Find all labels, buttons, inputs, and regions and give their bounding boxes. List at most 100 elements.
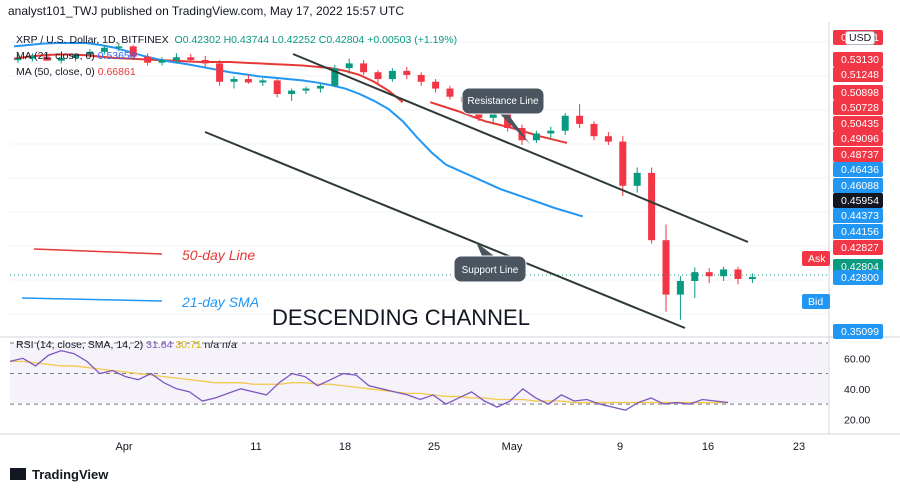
time-tick-label: 16 xyxy=(702,441,714,453)
resistance-line xyxy=(292,53,749,243)
rsi-sma-line xyxy=(10,360,728,404)
candle-body xyxy=(662,240,670,295)
price-label-box xyxy=(833,100,883,115)
support-callout-pointer xyxy=(476,242,494,256)
symbol-label: XRP / U.S. Dollar, 1D, BITFINEX xyxy=(16,34,169,46)
price-label-box xyxy=(833,147,883,162)
price-label-box xyxy=(833,131,883,146)
candle-body xyxy=(576,115,584,124)
time-tick-label: 23 xyxy=(793,441,805,453)
ma50-series-line-tail xyxy=(429,101,568,144)
rsi-value: 31.64 xyxy=(146,339,173,351)
candle-body xyxy=(316,85,324,89)
candle-body xyxy=(201,60,209,64)
candle-body xyxy=(28,55,36,59)
price-label-box xyxy=(833,85,883,100)
ma50-value: 0.66861 xyxy=(97,66,136,78)
price-label-box xyxy=(833,324,883,339)
support-callout-label: Support Line xyxy=(462,265,519,276)
price-tick-label: 0.42827 xyxy=(841,242,879,254)
ma21-value: 0.53656 xyxy=(97,50,136,62)
price-label-box xyxy=(833,224,883,239)
tradingview-logo-icon xyxy=(10,468,26,480)
candle-body xyxy=(302,88,310,91)
candle-body xyxy=(158,60,166,63)
candle-body xyxy=(619,141,627,186)
candle-body xyxy=(360,63,368,73)
price-tick-label: 0.49096 xyxy=(841,133,879,145)
price-tick-label: 0.42800 xyxy=(841,272,879,284)
published-header: analyst101_TWJ published on TradingView.… xyxy=(8,4,404,18)
candle-body xyxy=(57,57,65,61)
price-label-box xyxy=(833,193,883,208)
rsi-na: n/a n/a xyxy=(204,339,237,351)
candle-body xyxy=(288,90,296,94)
candle-body xyxy=(432,81,440,89)
rsi-tick-label: 20.00 xyxy=(844,414,870,426)
candle-body xyxy=(331,68,339,86)
price-tick-label: 0.44373 xyxy=(841,210,879,222)
ma50-legend-label: 50-day Line xyxy=(182,247,255,263)
ma21-label: MA (21, close, 0) xyxy=(16,50,95,62)
candles xyxy=(14,43,756,320)
candle-body xyxy=(244,79,252,83)
candle-body xyxy=(547,130,555,134)
candle-body xyxy=(633,172,641,186)
time-axis: Apr 11 18 25 May 9 16 23 xyxy=(115,441,805,453)
ma21-legend-label: 21-day SMA xyxy=(181,294,259,310)
candle-body xyxy=(604,136,612,142)
candle-body xyxy=(14,58,22,61)
annotations: Resistance Line Support Line 50-day Line 21… xyxy=(21,87,545,330)
price-label-box xyxy=(833,162,883,177)
price-label-box xyxy=(833,52,883,67)
time-tick-label: 11 xyxy=(250,441,261,453)
candle-body xyxy=(259,80,267,83)
ma21-series-line-tail xyxy=(445,163,584,218)
candle-body xyxy=(172,57,180,60)
candle-body xyxy=(100,47,108,52)
channel-lines xyxy=(204,53,749,329)
ohlc-values: O0.42302 H0.43744 L0.42252 C0.42804 +0.0… xyxy=(174,34,458,46)
price-tick-label: 0.35099 xyxy=(841,326,879,338)
bid-label: Bid xyxy=(808,296,823,308)
time-tick-label: 25 xyxy=(428,441,440,453)
resistance-callout-pointer xyxy=(500,114,530,144)
candle-body xyxy=(115,46,123,48)
rsi-sma-value: 30.71 xyxy=(175,339,202,351)
rsi-tick-label: 60.00 xyxy=(844,353,870,365)
support-callout xyxy=(453,255,527,283)
footer-brand[interactable]: TradingView xyxy=(10,467,108,482)
bid-tag xyxy=(802,294,830,309)
ask-label: Ask xyxy=(808,253,826,265)
candle-body xyxy=(705,272,713,277)
price-tick-label: 0.46436 xyxy=(841,164,879,176)
rsi-pane: 60.00 40.00 20.00 xyxy=(9,342,870,426)
price-tick-label: 0.46088 xyxy=(841,180,879,192)
ma21-series-line xyxy=(13,42,447,166)
candle-body xyxy=(417,74,425,82)
time-tick-label: 18 xyxy=(339,441,351,453)
candle-body xyxy=(676,281,684,295)
price-chart[interactable]: Resistance Line Support Line 50-day Line 21… xyxy=(0,22,900,462)
price-tick-label: 0.50898 xyxy=(841,87,879,99)
ma50-legend-line xyxy=(33,248,163,255)
rsi-label: RSI (14, close, SMA, 14, 2) xyxy=(16,339,144,351)
price-tick-label: 0.50435 xyxy=(841,118,879,130)
price-tick-label: 0.50728 xyxy=(841,102,879,114)
price-label-box xyxy=(833,270,883,285)
support-line xyxy=(204,131,686,329)
candle-body xyxy=(734,269,742,279)
candle-body xyxy=(230,79,238,82)
candle-body xyxy=(72,54,80,58)
candle-body xyxy=(561,115,569,131)
price-label-box xyxy=(833,116,883,131)
price-axis: 0.532510.531300.512480.508980.507280.504… xyxy=(802,30,885,339)
price-label-box xyxy=(833,208,883,223)
candle-body xyxy=(748,276,756,279)
price-tick-label: 0.51248 xyxy=(841,69,879,81)
rsi-line xyxy=(9,350,729,411)
price-tick-label: 0.53130 xyxy=(841,54,879,66)
currency-button[interactable]: USD xyxy=(845,31,876,45)
price-tick-label: 0.45954 xyxy=(841,195,879,207)
resistance-callout-label: Resistance Line xyxy=(467,96,539,107)
